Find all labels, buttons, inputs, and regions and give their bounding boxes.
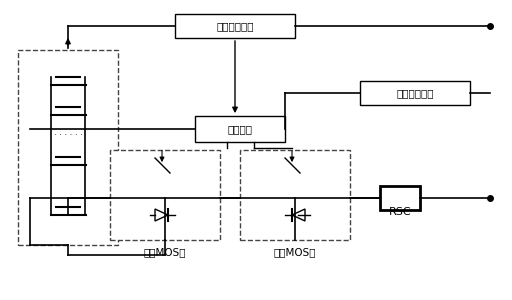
Text: 温度采样电路: 温度采样电路 bbox=[396, 88, 434, 98]
FancyBboxPatch shape bbox=[195, 116, 285, 142]
FancyBboxPatch shape bbox=[240, 150, 350, 240]
FancyBboxPatch shape bbox=[110, 150, 220, 240]
Text: · · · · · ·: · · · · · · bbox=[54, 130, 82, 140]
FancyBboxPatch shape bbox=[380, 186, 420, 210]
FancyBboxPatch shape bbox=[175, 14, 295, 38]
Text: 控制模块: 控制模块 bbox=[227, 124, 252, 134]
FancyBboxPatch shape bbox=[360, 81, 470, 105]
Text: 放电MOS管: 放电MOS管 bbox=[144, 247, 186, 257]
Text: 充电MOS管: 充电MOS管 bbox=[274, 247, 316, 257]
Text: RSC: RSC bbox=[389, 207, 411, 217]
FancyBboxPatch shape bbox=[18, 50, 118, 245]
Text: 温度控制开关: 温度控制开关 bbox=[216, 21, 254, 31]
